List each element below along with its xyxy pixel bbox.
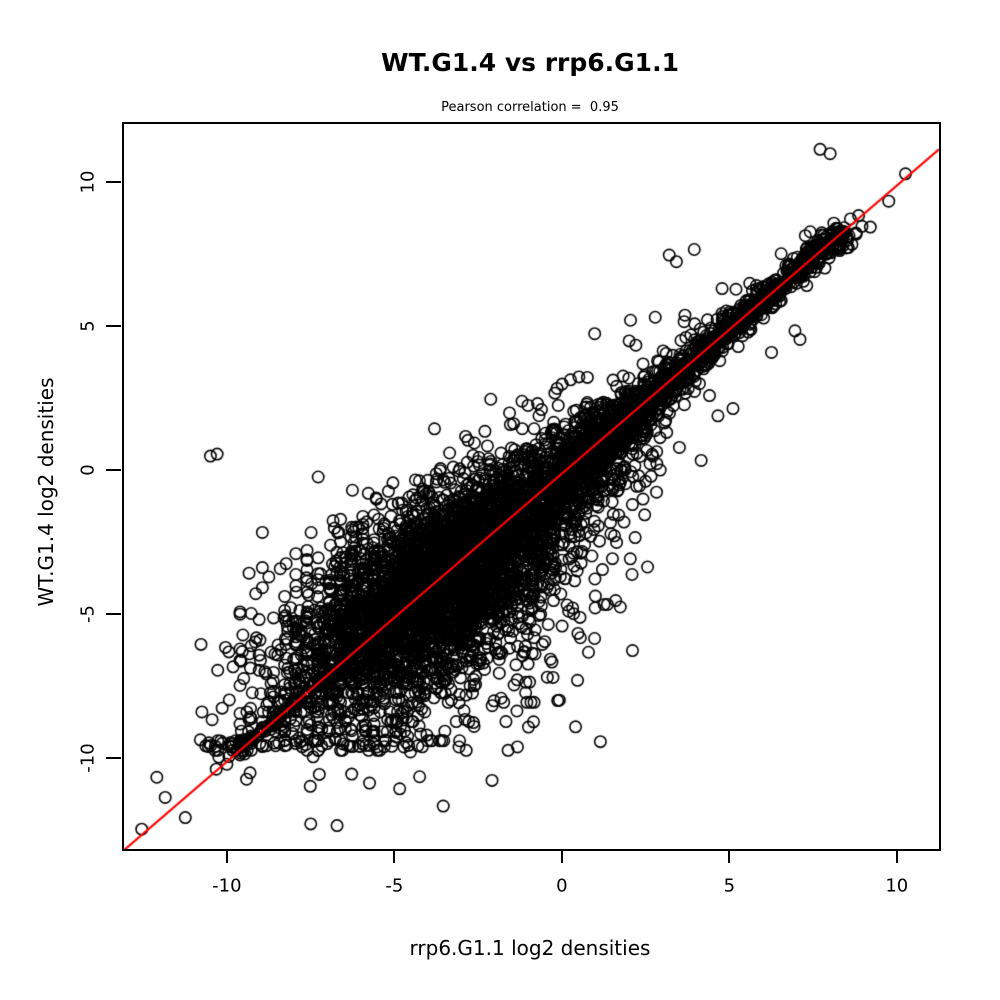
plot-title: WT.G1.4 vs rrp6.G1.1 [381, 48, 679, 77]
y-axis-label: WT.G1.4 log2 densities [34, 377, 58, 607]
y-axis-tick-label: -5 [77, 604, 99, 623]
x-axis-label: rrp6.G1.1 log2 densities [409, 936, 651, 960]
plot-area [122, 122, 941, 851]
x-axis-tick [225, 849, 228, 863]
y-axis-tick [106, 324, 121, 327]
x-axis-tick [728, 849, 731, 863]
x-axis-tick-label: -10 [212, 875, 242, 897]
x-axis-tick-label: 0 [556, 875, 568, 897]
scatter-points-canvas [124, 124, 939, 849]
y-axis-tick [106, 756, 121, 759]
plot-subtitle: Pearson correlation = 0.95 [441, 100, 619, 115]
y-axis-tick-label: 10 [77, 170, 99, 194]
x-axis-tick [560, 849, 563, 863]
y-axis-tick [106, 468, 121, 471]
y-axis-tick [106, 612, 121, 615]
x-axis-tick [895, 849, 898, 863]
x-axis-tick-label: -5 [385, 875, 404, 897]
x-axis-tick-label: 5 [723, 875, 736, 897]
y-axis-tick-label: 5 [77, 320, 99, 332]
x-axis-tick [393, 849, 396, 863]
x-axis-tick-label: 10 [885, 875, 909, 897]
y-axis-tick [106, 180, 121, 183]
y-axis-tick-label: -10 [77, 743, 99, 773]
y-axis-tick-label: 0 [77, 464, 99, 476]
